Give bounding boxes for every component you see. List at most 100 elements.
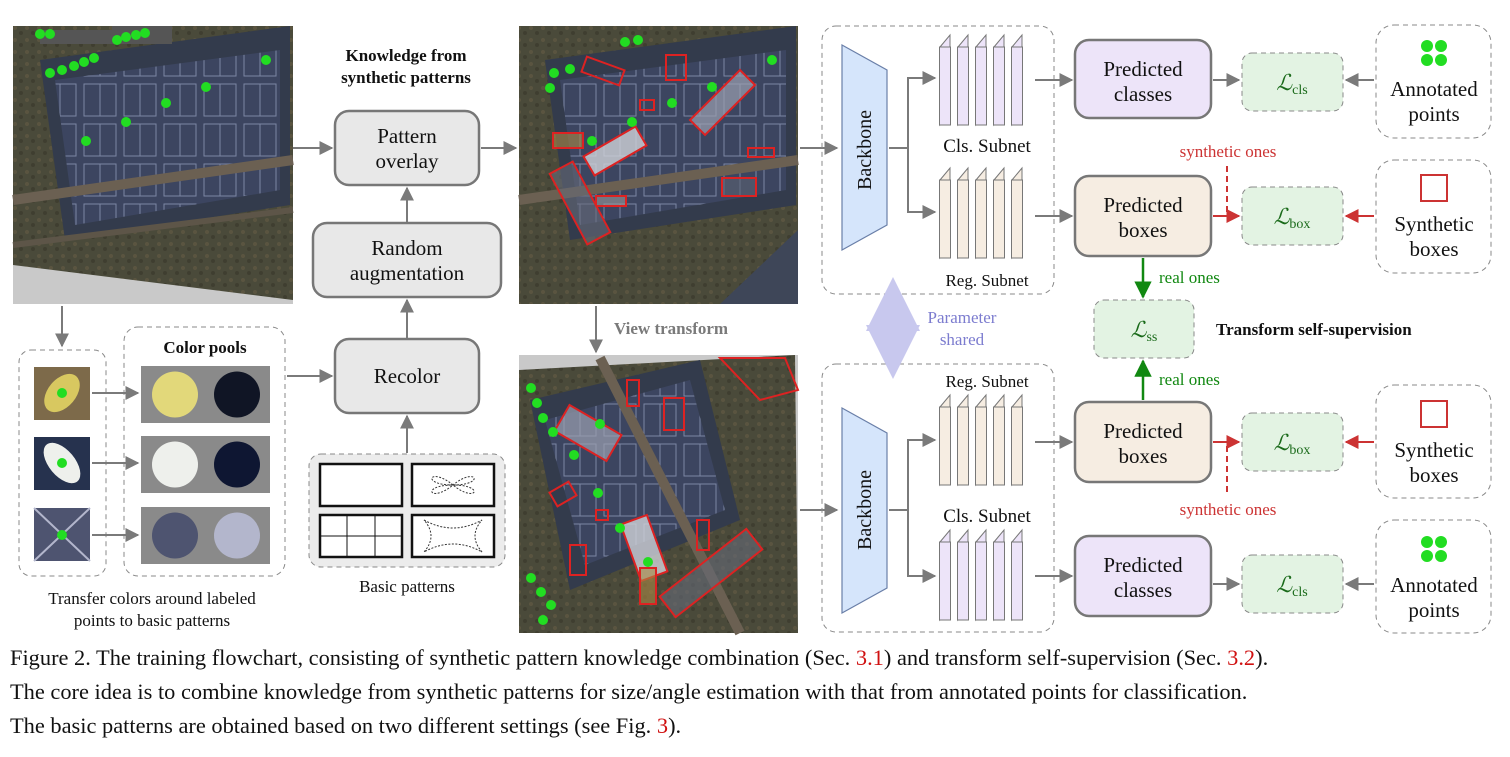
aerial-image-original — [12, 26, 294, 304]
cls-subnet-bottom-label: Cls. Subnet — [943, 506, 1031, 527]
aerial-image-synthetic — [518, 26, 799, 304]
cls-subnet-top — [939, 33, 1023, 127]
loss-box-bottom-sub: box — [1289, 443, 1310, 458]
predicted-boxes-top: Predicted boxes — [1073, 174, 1213, 258]
transform-self-supervision-label: Transform self-supervision — [1216, 320, 1412, 339]
annotated-points-top: Annotated points — [1375, 24, 1492, 139]
view-transform-label: View transform — [614, 319, 728, 338]
caption-ref-sec-3-1[interactable]: 3.1 — [855, 645, 884, 670]
predicted-classes-top-line1: Predicted — [1103, 57, 1183, 81]
predicted-boxes-bottom-line2: boxes — [1119, 444, 1168, 468]
loss-box-bottom: ℒbox — [1241, 412, 1344, 472]
predicted-boxes-bottom-line1: Predicted — [1103, 419, 1183, 443]
predicted-classes-bottom: Predicted classes — [1073, 534, 1213, 618]
loss-ss: ℒss — [1093, 299, 1195, 359]
reg-subnet-bottom-label: Reg. Subnet — [945, 372, 1028, 391]
caption-line1-part-c: ). — [1255, 645, 1269, 670]
predicted-classes-bottom-line1: Predicted — [1103, 553, 1183, 577]
loss-cls-top-sub: cls — [1292, 83, 1308, 98]
network-group-top — [821, 25, 1055, 295]
cls-subnet-bottom — [939, 528, 1023, 622]
color-swatch — [214, 512, 260, 559]
svg-text:ℒcls: ℒcls — [1276, 70, 1307, 98]
sample-patch-1 — [34, 367, 90, 420]
color-swatch — [152, 512, 198, 559]
color-swatch — [152, 371, 198, 418]
synthetic-box-icon — [1420, 174, 1448, 202]
svg-text:ℒss: ℒss — [1131, 317, 1158, 345]
synthetic-boxes-top: Synthetic boxes — [1375, 159, 1492, 274]
loss-box-top-sub: box — [1289, 217, 1310, 232]
predicted-boxes-top-line1: Predicted — [1103, 193, 1183, 217]
recolor-box: Recolor — [333, 337, 481, 415]
parameter-shared-line2: shared — [940, 330, 985, 349]
caption-line1-part-b: ) and transform self-supervision (Sec. — [883, 645, 1228, 670]
reg-subnet-top — [939, 166, 1023, 260]
network-group-bottom — [821, 363, 1055, 633]
annotated-points-bottom-line2: points — [1408, 598, 1459, 622]
annotated-points-top-line2: points — [1408, 102, 1459, 126]
backbone-branch-arrows — [889, 71, 937, 583]
annotated-points-bottom-line1: Annotated — [1390, 573, 1478, 597]
parameter-shared-line1: Parameter — [928, 308, 997, 327]
patch-to-pool-arrows — [92, 386, 140, 542]
cls-subnet-top-label: Cls. Subnet — [943, 136, 1031, 157]
backbone-bottom: Backbone — [841, 406, 888, 615]
reg-subnet-bottom — [939, 393, 1023, 487]
predicted-classes-top-line2: classes — [1114, 82, 1172, 106]
caption-line-1: Figure 2. The training flowchart, consis… — [10, 641, 1505, 675]
training-flowchart: Color pools Transfer colors around label… — [12, 24, 1492, 636]
loss-cls-top-symbol: ℒ — [1276, 70, 1293, 95]
loss-cls-bottom-sub: cls — [1292, 585, 1308, 600]
transfer-caption-line2: points to basic patterns — [74, 611, 230, 630]
loss-box-top: ℒbox — [1241, 186, 1344, 246]
svg-text:ℒcls: ℒcls — [1276, 572, 1307, 600]
backbone-bottom-label: Backbone — [854, 470, 876, 550]
backbone-top-label: Backbone — [854, 110, 876, 190]
color-swatch — [214, 371, 260, 418]
synthetic-boxes-top-line1: Synthetic — [1394, 212, 1473, 236]
recolor-label: Recolor — [374, 364, 440, 388]
caption-ref-sec-3-2[interactable]: 3.2 — [1227, 645, 1256, 670]
loss-cls-bottom-symbol: ℒ — [1276, 572, 1293, 597]
color-pools-title: Color pools — [163, 338, 247, 357]
real-ones-top: real ones — [1159, 268, 1220, 287]
pattern-overlay-box: Pattern overlay — [333, 109, 481, 187]
random-augmentation-box: Random augmentation — [311, 221, 503, 299]
synthetic-ones-top: synthetic ones — [1180, 142, 1277, 161]
annotated-points-top-line1: Annotated — [1390, 77, 1478, 101]
pipeline-arrows — [55, 141, 839, 517]
random-augmentation-line2: augmentation — [350, 261, 465, 285]
synthetic-boxes-bottom-line1: Synthetic — [1394, 438, 1473, 462]
color-swatch — [152, 441, 198, 488]
reg-subnet-top-label: Reg. Subnet — [945, 271, 1028, 290]
caption-ref-fig-3[interactable]: 3 — [656, 713, 669, 738]
caption-line3-part-b: ). — [668, 713, 682, 738]
loss-ss-sub: ss — [1146, 330, 1157, 345]
color-pool-swatches — [141, 366, 270, 564]
transfer-caption-line1: Transfer colors around labeled — [48, 589, 256, 608]
knowledge-title-line1: Knowledge from — [345, 46, 466, 65]
loss-box-bottom-symbol: ℒ — [1274, 430, 1291, 455]
caption-line-2: The core idea is to combine knowledge fr… — [10, 679, 1248, 704]
basic-patterns-label: Basic patterns — [359, 577, 455, 596]
synthetic-ones-bottom: synthetic ones — [1180, 500, 1277, 519]
annotated-points-icon — [1421, 40, 1447, 66]
predicted-boxes-bottom: Predicted boxes — [1073, 400, 1213, 484]
svg-text:ℒbox: ℒbox — [1274, 204, 1311, 232]
real-ones-bottom: real ones — [1159, 370, 1220, 389]
annotated-points-icon — [1421, 536, 1447, 562]
color-pools-group — [123, 326, 286, 577]
predicted-boxes-top-line2: boxes — [1119, 218, 1168, 242]
basic-patterns-group — [308, 453, 506, 568]
figure-caption: Figure 2. The training flowchart, consis… — [10, 641, 1505, 743]
caption-line-3: The basic patterns are obtained based on… — [10, 709, 1505, 743]
loss-cls-bottom: ℒcls — [1241, 554, 1344, 614]
loss-ss-symbol: ℒ — [1131, 317, 1148, 342]
backbone-top: Backbone — [841, 43, 888, 252]
annotated-points — [35, 28, 271, 146]
predicted-classes-bottom-line2: classes — [1114, 578, 1172, 602]
predicted-classes-top: Predicted classes — [1073, 38, 1213, 120]
pattern-overlay-line2: overlay — [376, 149, 439, 173]
caption-line1-part-a: Figure 2. The training flowchart, consis… — [10, 645, 856, 670]
